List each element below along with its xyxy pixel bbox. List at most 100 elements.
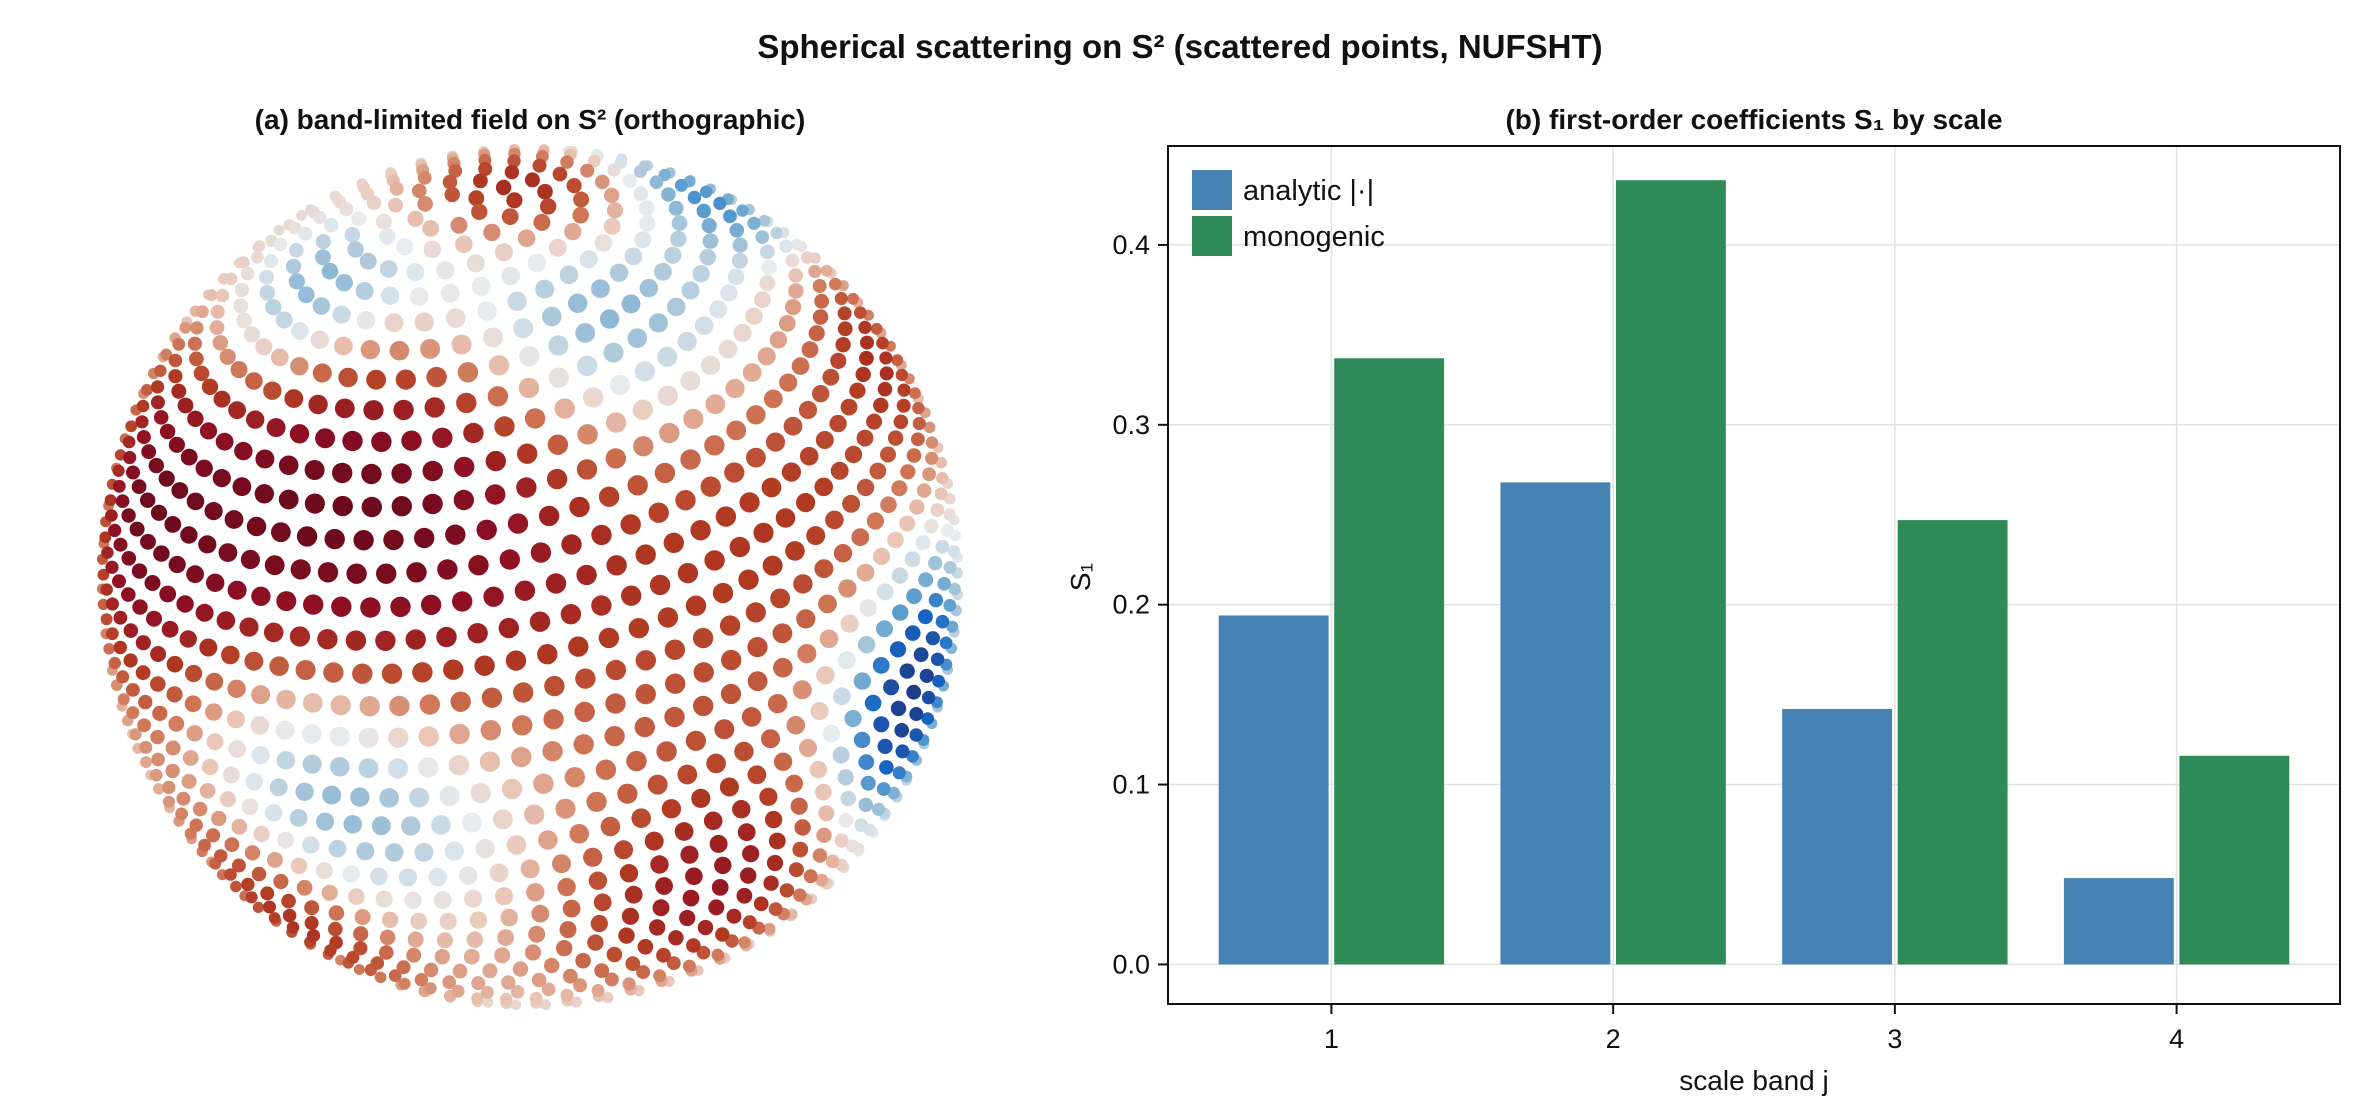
- sphere-point: [544, 675, 565, 697]
- sphere-point: [105, 509, 118, 522]
- sphere-point: [897, 383, 911, 397]
- sphere-point: [108, 656, 122, 670]
- sphere-point: [443, 659, 464, 680]
- sphere-point: [168, 715, 185, 732]
- sphere-point: [264, 555, 285, 576]
- sphere-point: [753, 896, 769, 912]
- sphere-point: [281, 893, 296, 909]
- bars: [1218, 180, 2290, 965]
- sphere-point: [246, 516, 267, 537]
- sphere-point: [406, 562, 427, 583]
- sphere-point: [233, 298, 249, 314]
- sphere-point: [494, 416, 515, 437]
- sphere-point: [259, 269, 274, 285]
- sphere-point: [414, 527, 435, 549]
- sphere-point: [560, 988, 574, 1002]
- sphere-point: [791, 238, 803, 251]
- sphere-point: [379, 260, 398, 278]
- sphere-point: [192, 801, 208, 817]
- sphere-point: [322, 785, 342, 805]
- sphere-point: [206, 573, 225, 592]
- sphere-point: [494, 947, 511, 964]
- sphere-point: [559, 265, 579, 285]
- sphere-point: [347, 241, 364, 258]
- sphere-point: [711, 948, 725, 962]
- sphere-point: [815, 431, 834, 449]
- sphere-point: [150, 504, 168, 521]
- sphere-point: [510, 999, 522, 1011]
- sphere-point: [860, 775, 876, 791]
- sphere-point: [864, 694, 882, 712]
- sphere-point: [507, 154, 521, 168]
- sphere-point: [822, 368, 840, 386]
- sphere-point: [324, 528, 345, 550]
- sphere-point: [168, 555, 186, 574]
- y-tick-label: 0.0: [1112, 949, 1150, 979]
- sphere-point: [141, 444, 157, 460]
- sphere-point: [711, 879, 729, 896]
- sphere-point: [517, 229, 536, 247]
- sphere-point: [605, 448, 626, 469]
- sphere-point: [922, 467, 936, 482]
- sphere-point: [696, 945, 711, 960]
- sphere-point: [799, 739, 817, 757]
- sphere-point: [304, 493, 325, 514]
- sphere-point: [833, 687, 851, 706]
- sphere-point: [736, 204, 749, 217]
- sphere-point: [332, 495, 353, 517]
- sphere-point: [511, 746, 532, 768]
- sphere-point: [621, 585, 642, 606]
- sphere-point: [464, 889, 483, 908]
- sphere-point: [814, 477, 833, 497]
- sphere-point: [605, 659, 627, 681]
- sphere-point: [935, 614, 950, 629]
- sphere-point: [677, 331, 697, 352]
- sphere-point: [932, 674, 945, 688]
- sphere-point: [894, 723, 909, 738]
- sphere-point: [241, 877, 255, 892]
- sphere-point: [510, 985, 525, 999]
- sphere-point: [715, 927, 730, 942]
- sphere-point: [607, 163, 621, 177]
- sphere-point: [420, 594, 442, 615]
- sphere-point: [635, 650, 656, 671]
- sphere-point: [877, 738, 893, 755]
- sphere-point: [622, 977, 636, 991]
- sphere-point: [312, 297, 331, 315]
- sphere-point: [391, 496, 412, 517]
- sphere-point: [880, 496, 897, 513]
- sphere-point: [700, 476, 721, 497]
- sphere-point: [538, 830, 558, 850]
- sphere-point: [872, 657, 890, 674]
- sphere-point: [923, 421, 936, 434]
- sphere-point: [213, 390, 231, 408]
- sphere-point: [913, 647, 929, 663]
- sphere-point: [731, 252, 748, 269]
- sphere-point: [783, 416, 803, 436]
- sphere-point: [356, 842, 375, 861]
- sphere-point: [251, 586, 271, 606]
- sphere-point: [779, 373, 798, 392]
- sphere-point: [440, 283, 460, 303]
- sphere-point: [560, 604, 582, 625]
- sphere-point: [709, 300, 728, 319]
- sphere-point: [637, 939, 654, 955]
- sphere-point: [501, 975, 516, 990]
- sphere-point: [693, 662, 714, 683]
- y-tick-label: 0.3: [1112, 410, 1150, 440]
- sphere-point: [541, 982, 556, 997]
- sphere-point: [671, 215, 688, 232]
- sphere-point: [514, 580, 536, 601]
- sphere-point: [417, 170, 432, 185]
- sphere-point: [501, 208, 519, 226]
- sphere-point: [586, 791, 607, 812]
- sphere-point: [344, 227, 361, 243]
- sphere-point: [356, 311, 376, 330]
- sphere-point: [825, 854, 840, 869]
- sphere-point: [809, 760, 828, 779]
- sphere-point: [159, 423, 176, 440]
- sphere-point: [265, 299, 282, 316]
- sphere-point: [892, 766, 906, 780]
- sphere-point: [575, 668, 596, 689]
